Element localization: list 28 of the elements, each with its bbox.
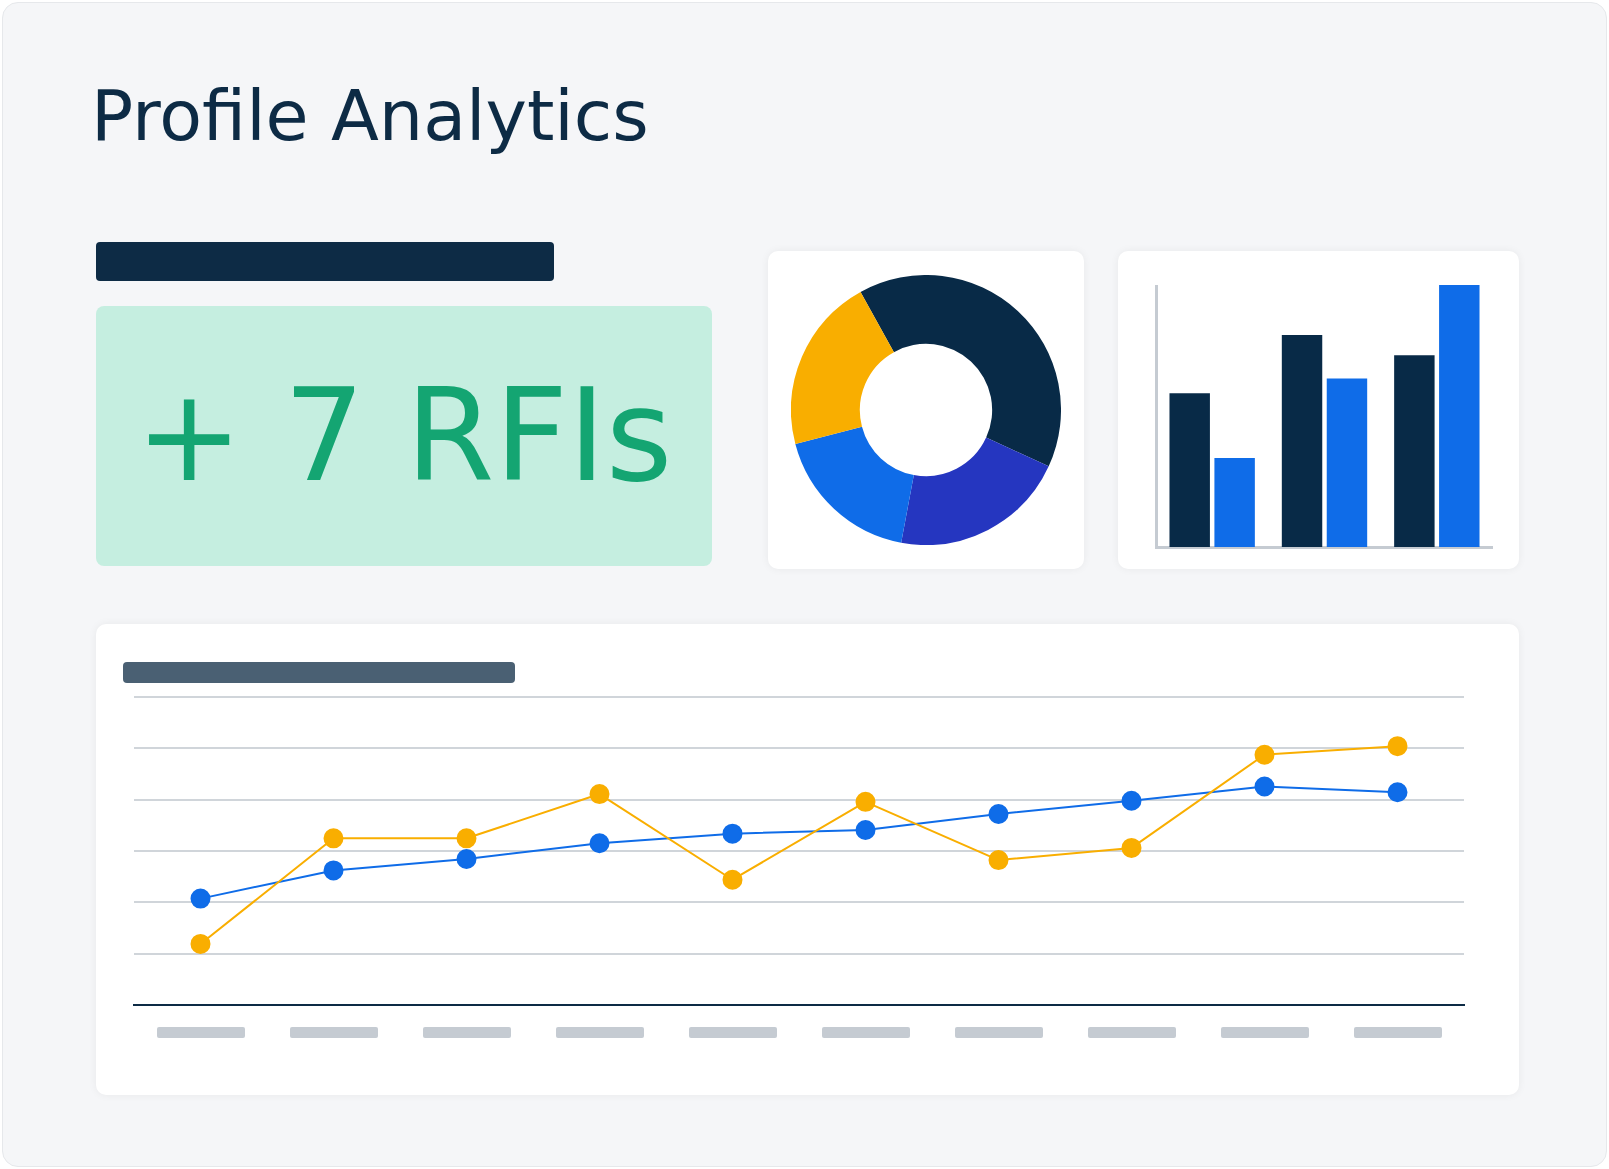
bar — [1439, 285, 1480, 547]
point — [323, 828, 344, 849]
bar — [1214, 457, 1255, 547]
bar — [1281, 335, 1323, 547]
point — [1254, 776, 1275, 797]
point — [722, 823, 743, 844]
point — [456, 849, 477, 870]
text: + 7 RFIs — [135, 361, 673, 510]
text: Profile Analytics — [91, 75, 649, 157]
point — [988, 850, 1009, 871]
point — [855, 820, 876, 841]
point — [1121, 790, 1142, 811]
point — [190, 933, 211, 954]
point — [855, 791, 876, 812]
bar — [1394, 355, 1435, 547]
point — [1254, 744, 1275, 765]
point — [323, 860, 344, 881]
point — [589, 784, 610, 805]
point — [722, 869, 743, 890]
bar — [1169, 393, 1210, 547]
point — [1387, 736, 1408, 757]
point — [589, 833, 610, 854]
bar — [1326, 378, 1368, 547]
point — [1387, 782, 1408, 803]
point — [456, 828, 477, 849]
point — [988, 803, 1009, 824]
point — [1121, 837, 1142, 858]
point — [190, 888, 211, 909]
